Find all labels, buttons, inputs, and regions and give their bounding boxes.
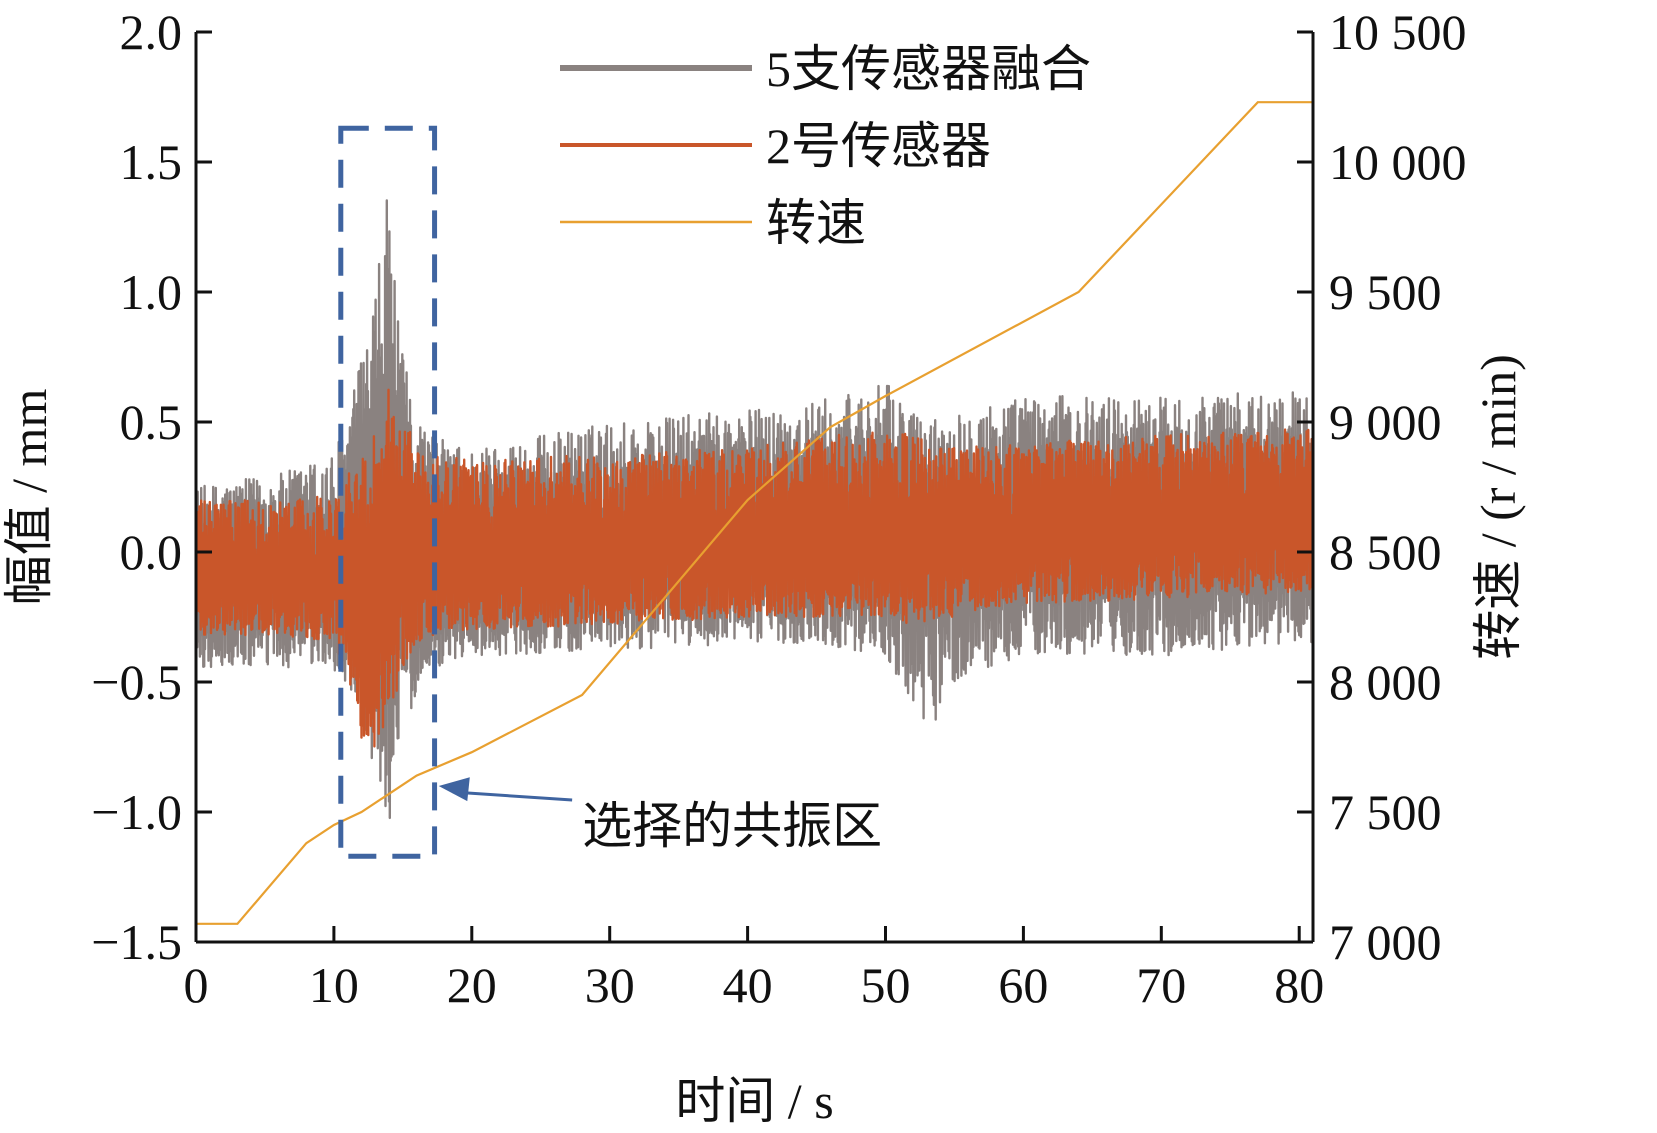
right-y-tick-label: 9 500 [1329, 264, 1442, 320]
x-tick-label: 70 [1136, 957, 1186, 1013]
right-y-tick-label: 10 000 [1329, 134, 1467, 190]
legend-label-1: 2号传感器 [766, 118, 991, 174]
legend-label-2: 转速 [766, 195, 866, 251]
x-tick-label: 20 [447, 957, 497, 1013]
series-line-2 [196, 101, 1313, 925]
resonance-zone-box [338, 125, 438, 859]
left-y-tick-label: 0.0 [120, 524, 183, 580]
left-y-tick-label: 1.5 [120, 134, 183, 190]
annotation-arrow-line [452, 790, 573, 802]
left-y-tick-label: 2.0 [120, 4, 183, 60]
x-tick-label: 0 [184, 957, 209, 1013]
annotation-label: 选择的共振区 [582, 798, 882, 854]
right-y-tick-label: 10 500 [1329, 4, 1467, 60]
x-tick-label: 80 [1274, 957, 1324, 1013]
x-tick-label: 50 [861, 957, 911, 1013]
x-tick-label: 40 [723, 957, 773, 1013]
right-y-tick-label: 8 500 [1329, 524, 1442, 580]
right-y-tick-label: 9 000 [1329, 394, 1442, 450]
right-y-axis-title: 转速 / (r / min) [1470, 354, 1526, 660]
left-y-axis-title: 幅值 / mm [1, 389, 57, 606]
x-tick-label: 60 [998, 957, 1048, 1013]
x-tick-label: 30 [585, 957, 635, 1013]
left-y-tick-label: −1.0 [91, 784, 182, 840]
left-y-tick-label: 1.0 [120, 264, 183, 320]
left-y-tick-label: −0.5 [91, 654, 182, 710]
right-y-tick-label: 7 000 [1329, 914, 1442, 970]
right-y-tick-label: 7 500 [1329, 784, 1442, 840]
left-y-tick-label: −1.5 [91, 914, 182, 970]
legend-label-0: 5支传感器融合 [766, 41, 1091, 97]
annotation-layer: 选择的共振区 [338, 125, 882, 859]
right-y-tick-label: 8 000 [1329, 654, 1442, 710]
annotation-arrow-head [438, 777, 470, 802]
axes: 0 10 20 30 40 50 60 70 80 −1.5 −1.0 −0.5 0.0 0.5 1.0 1.… [91, 4, 1466, 1013]
plot-series [194, 101, 1315, 925]
series-line-1 [194, 388, 1315, 748]
left-y-tick-label: 0.5 [120, 394, 183, 450]
x-axis-title: 时间 / s [675, 1073, 833, 1129]
x-tick-label: 10 [309, 957, 359, 1013]
